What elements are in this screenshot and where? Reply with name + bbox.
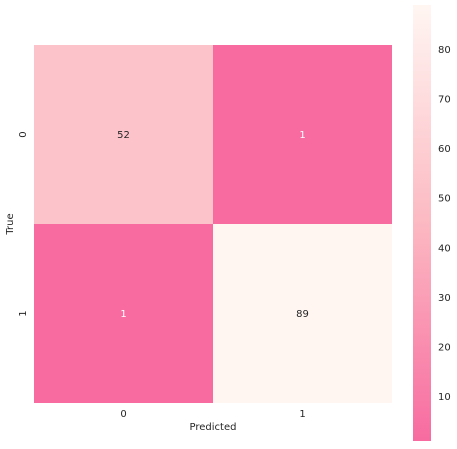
y-tick-label: 1 [18,310,29,316]
x-tick-label: 1 [299,409,305,420]
heatmap-cell-1-1 [213,224,392,403]
colorbar-tick-label: 80 [438,45,451,56]
colorbar-tick-label: 20 [438,342,451,353]
y-axis-ticks: 01 [18,131,29,316]
heatmap-cell-0-1 [213,45,392,224]
y-tick-label: 0 [18,131,29,137]
x-axis-label: Predicted [190,422,237,433]
colorbar-tick-label: 70 [438,95,451,106]
heatmap-cell-0-0 [34,45,213,224]
heatmap-cell-labels: 52 1 1 89 [117,130,309,320]
cell-value-label-0-1: 1 [299,130,305,141]
colorbar-tick-label: 60 [438,144,451,155]
cell-value-label-1-1: 89 [296,309,309,320]
x-tick-label: 0 [120,409,126,420]
colorbar-tick-label: 30 [438,293,451,304]
colorbar [413,5,431,441]
heatmap-cells [34,45,392,403]
cell-value-label-0-0: 52 [117,130,130,141]
colorbar-tick-label: 50 [438,194,451,205]
colorbar-tick-label: 10 [438,392,451,403]
y-axis-label: True [5,213,16,235]
colorbar-ticks: 10 20 30 40 50 60 70 80 [438,45,451,403]
cell-value-label-1-0: 1 [120,309,126,320]
colorbar-tick-label: 40 [438,243,451,254]
heatmap-cell-1-0 [34,224,213,403]
